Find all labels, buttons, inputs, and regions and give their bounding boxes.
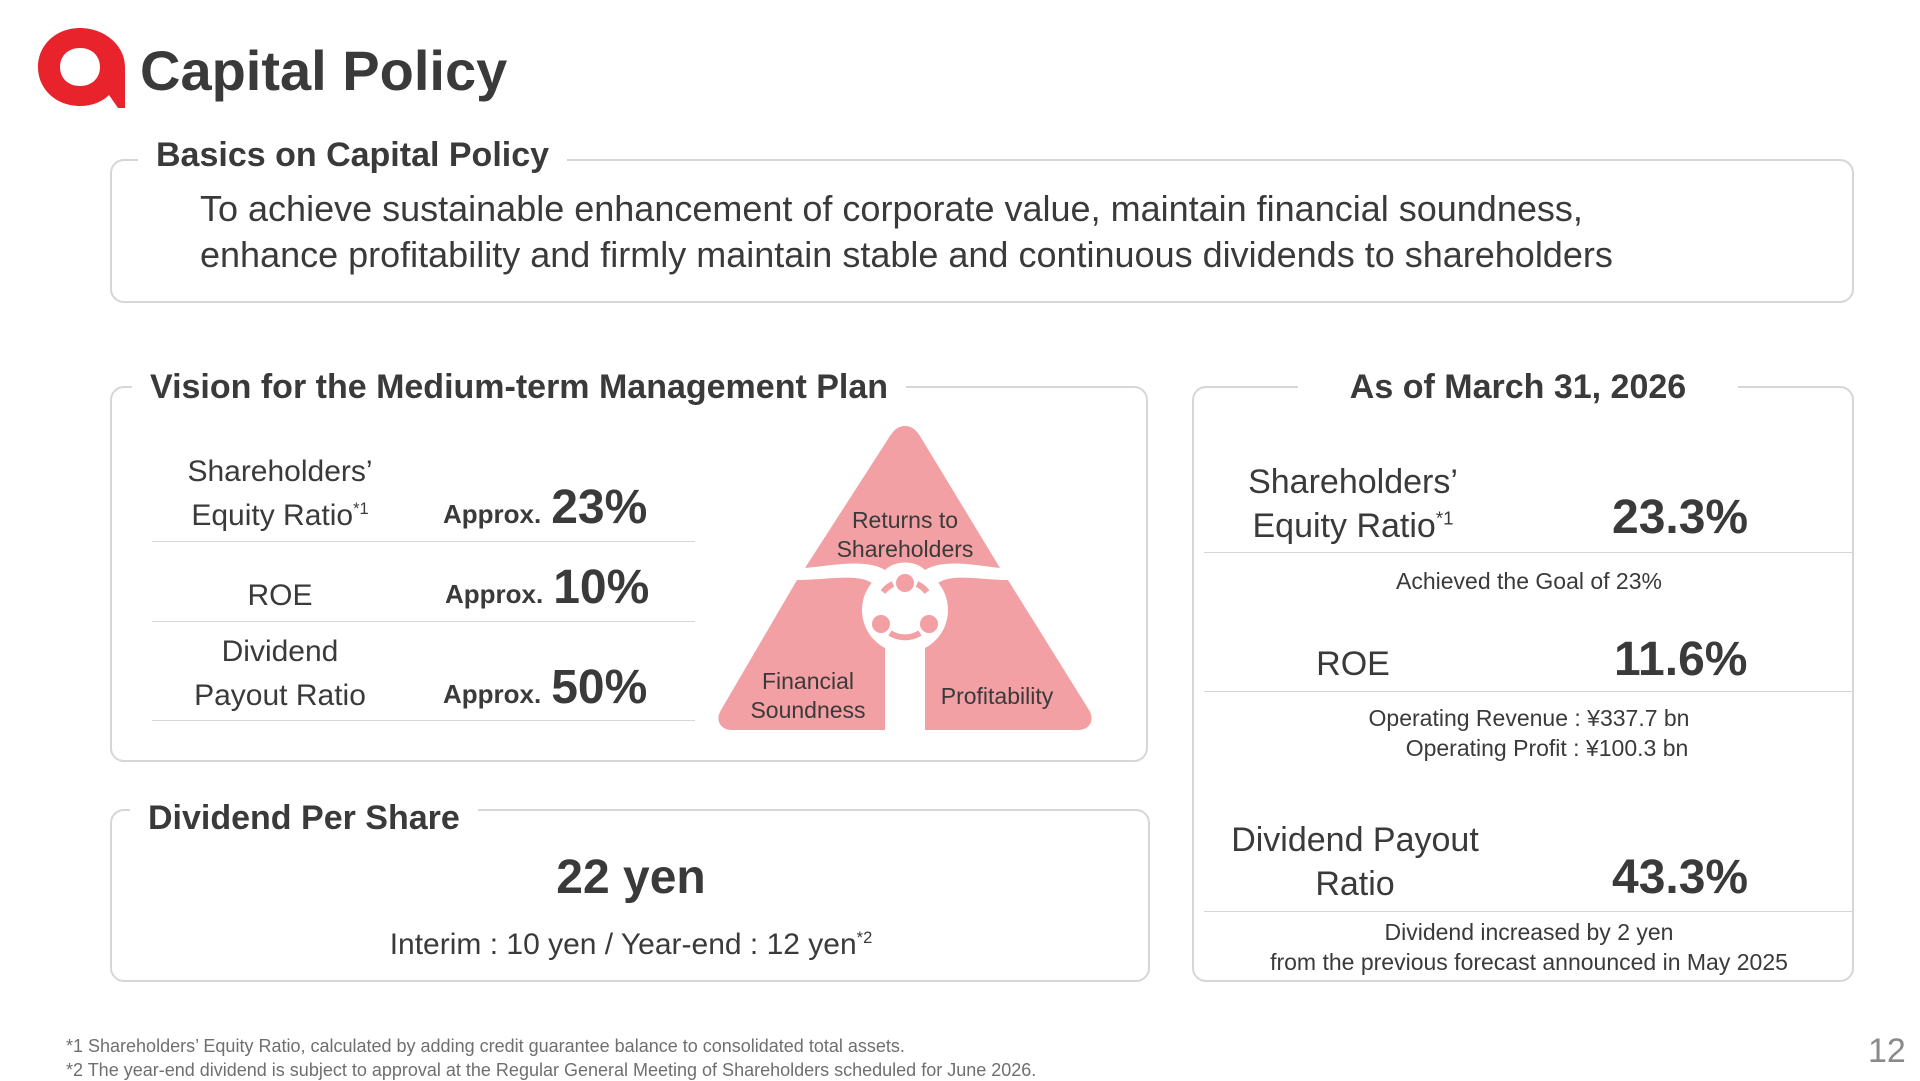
page-number: 12 — [1868, 1032, 1906, 1070]
vision-roe-label: ROE — [247, 579, 313, 612]
triangle-right-segment — [925, 577, 1092, 730]
results-roe-value: 11.6% — [1614, 633, 1748, 686]
capital-policy-triangle-diagram: Returns to Shareholders Financial Soundn… — [718, 426, 1092, 730]
results-equity-label: Shareholders’ Equity Ratio*1 — [1248, 463, 1458, 546]
results-divider — [1204, 691, 1854, 692]
basics-box — [110, 159, 1854, 303]
dividend-detail: Interim : 10 yen / Year-end : 12 yen*2 — [389, 928, 873, 961]
vision-row-divider — [152, 621, 695, 622]
vision-title: Vision for the Medium-term Management Pl… — [132, 370, 907, 404]
vision-payout-value: Approx. 50% — [443, 661, 648, 714]
diagram-top-label-line2: Shareholders — [837, 536, 974, 562]
results-payout-label: Dividend Payout Ratio — [1231, 821, 1479, 904]
results-title: As of March 31, 2026 — [1298, 370, 1738, 404]
results-divider — [1204, 911, 1854, 912]
vision-equity-label: Shareholders’ Equity Ratio*1 — [187, 455, 373, 532]
footnote-2: *2 The year-end dividend is subject to a… — [66, 1060, 1037, 1080]
basics-text-line1: To achieve sustainable enhancement of co… — [200, 188, 1583, 229]
cycle-icon — [880, 581, 930, 641]
vision-equity-value: Approx. 23% — [443, 481, 648, 534]
diagram-left-label-line1: Financial — [762, 668, 854, 694]
results-divider — [1204, 552, 1854, 553]
vision-row-divider — [152, 720, 695, 721]
company-logo-icon — [38, 28, 125, 108]
page-title: Capital Policy — [140, 39, 508, 102]
dividend-title: Dividend Per Share — [130, 801, 478, 835]
vision-payout-label: Dividend Payout Ratio — [194, 635, 366, 712]
diagram-left-label-line2: Soundness — [750, 697, 865, 723]
results-payout-note: Dividend increased by 2 yen from the pre… — [1270, 919, 1788, 975]
diagram-top-label-line1: Returns to — [852, 507, 958, 533]
triangle-left-segment — [718, 577, 885, 730]
footnote-1: *1 Shareholders’ Equity Ratio, calculate… — [66, 1036, 905, 1056]
dividend-value: 22 yen — [556, 851, 706, 904]
vision-row-divider — [152, 541, 695, 542]
results-payout-value: 43.3% — [1612, 851, 1749, 904]
triangle-top-segment — [805, 426, 1000, 570]
results-roe-note: Operating Revenue : ¥337.7 bn Operating … — [1368, 705, 1690, 761]
results-equity-note: Achieved the Goal of 23% — [1396, 568, 1662, 594]
results-equity-value: 23.3% — [1612, 491, 1749, 544]
vision-roe-value: Approx. 10% — [445, 561, 650, 614]
diagram-right-label: Profitability — [941, 683, 1054, 709]
dividend-box — [110, 809, 1150, 982]
results-roe-label: ROE — [1316, 645, 1390, 683]
basics-title: Basics on Capital Policy — [138, 138, 568, 172]
basics-text-line2: enhance profitability and firmly maintai… — [200, 234, 1613, 275]
